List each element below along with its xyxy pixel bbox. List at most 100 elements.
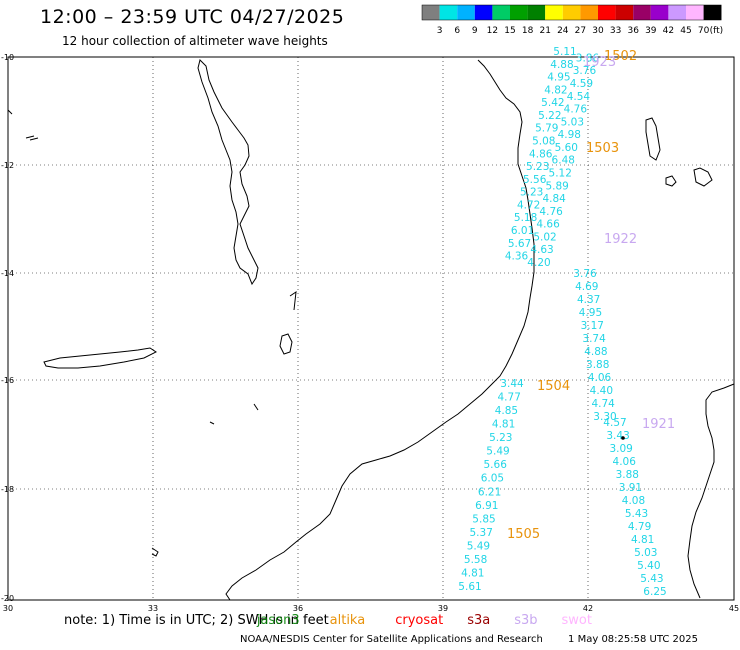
colorbar-tick-label: 24 [557, 26, 569, 36]
wave-height-label: 3.88 [586, 359, 609, 371]
plot-frame [7, 56, 735, 601]
wave-height-label: 5.02 [533, 231, 556, 243]
wave-height-label: 4.54 [567, 91, 591, 103]
colorbar-swatch [703, 5, 722, 20]
madagascar-coast [687, 383, 735, 599]
wave-height-label: 4.88 [550, 59, 573, 71]
wave-height-label: 5.89 [545, 180, 568, 192]
colorbar-tick-label: 12 [487, 26, 498, 36]
lake-malawi [197, 59, 259, 286]
x-tick-label: 30 [3, 604, 13, 613]
colorbar-swatch [492, 5, 510, 20]
wave-height-label: 5.23 [520, 187, 543, 199]
wave-height-label: 4.95 [547, 72, 570, 84]
colorbar-tick-label: 15 [504, 26, 515, 36]
lake-kariba [43, 347, 157, 369]
wave-height-label: 6.48 [552, 155, 575, 167]
colorbar-border [421, 4, 722, 21]
wave-height-label: 5.03 [634, 547, 657, 559]
wave-height-label: 4.84 [542, 193, 566, 205]
colorbar-swatch [668, 5, 686, 20]
colorbar-swatch [422, 5, 440, 20]
track-pass-label: 1505 [507, 527, 540, 542]
colorbar-tick-label: 3 [437, 26, 443, 36]
y-tick-label: -12 [1, 161, 14, 170]
wave-height-label: 5.08 [532, 136, 555, 148]
wave-height-label: 6.05 [481, 473, 504, 485]
footer-credit: NOAA/NESDIS Center for Satellite Applica… [240, 634, 543, 645]
wave-height-label: 5.23 [489, 432, 512, 444]
wave-height-label: 4.86 [529, 148, 553, 160]
wave-height-label: 4.08 [622, 495, 645, 507]
colorbar-tick-label: 42 [663, 26, 674, 36]
legend-jason3: jason3 [256, 613, 300, 628]
colorbar-tick-label: 70 [698, 26, 710, 36]
wave-height-label: 5.67 [508, 238, 531, 250]
wave-height-label: 4.95 [579, 307, 602, 319]
colorbar-swatch [686, 5, 704, 20]
colorbar-swatch [598, 5, 616, 20]
track-pass-label: 1502 [604, 49, 637, 64]
grande-comore [645, 117, 661, 161]
note-prefix: note: 1) Time is in UTC; 2) SWH is in fe… [64, 613, 329, 628]
colorbar-swatch [545, 5, 563, 20]
wave-height-label: 3.76 [573, 268, 597, 280]
wave-height-label: 4.85 [495, 405, 518, 417]
colorbar-swatch [580, 5, 598, 20]
wave-height-label: 5.37 [470, 527, 493, 539]
colorbar-swatch [474, 5, 493, 20]
wave-height-label: 5.61 [458, 581, 481, 593]
colorbar-swatch [527, 5, 546, 20]
colorbar-swatch [439, 5, 458, 20]
wave-height-label: 3.17 [581, 320, 604, 332]
colorbar-swatch [615, 5, 634, 20]
color-scale-legend: 3 6 9 12 15 18 21 24 27 30 33 36 39 42 45 70 (ft) [421, 4, 723, 36]
island-dot [621, 436, 625, 440]
wave-height-label: 3.91 [619, 482, 642, 494]
wave-height-label: 6.25 [643, 586, 666, 598]
wave-height-label: 4.37 [577, 294, 600, 306]
wave-height-label: 4.81 [631, 534, 654, 546]
wave-height-label: 5.03 [561, 116, 584, 128]
lake-chilwa [279, 333, 293, 355]
page-subtitle: 12 hour collection of altimeter wave hei… [62, 34, 328, 48]
footer-timestamp: 1 May 08:25:58 UTC 2025 [568, 634, 698, 645]
wave-height-label: 4.98 [558, 129, 581, 141]
altimeter-tracks: 5.113.864.883.764.954.594.824.545.424.76… [458, 46, 675, 598]
track-pass-label: 1504 [537, 379, 570, 394]
y-tick-label: -14 [1, 269, 14, 278]
wave-height-label: 5.40 [637, 560, 660, 572]
colorbar-tick-label: 30 [592, 26, 604, 36]
legend-s3a: s3a [467, 613, 491, 628]
wave-height-label: 6.21 [478, 486, 501, 498]
wave-height-label: 3.43 [606, 430, 629, 442]
wave-height-label: 4.74 [591, 398, 615, 410]
wave-height-label: 4.40 [590, 385, 613, 397]
colorbar-tick-label: 39 [645, 26, 657, 36]
wave-height-label: 5.49 [486, 446, 509, 458]
wave-height-label: 5.58 [464, 554, 487, 566]
coastline [7, 59, 735, 601]
wave-height-label: 4.20 [527, 257, 550, 269]
y-tick-label: -10 [1, 53, 14, 62]
wave-height-label: 4.66 [536, 219, 560, 231]
wave-height-label: 4.82 [544, 84, 567, 96]
wave-height-label: 5.23 [526, 161, 549, 173]
wave-height-label: 5.85 [472, 513, 495, 525]
wave-height-label: 4.57 [603, 417, 626, 429]
wave-height-label: 5.11 [553, 46, 576, 58]
wave-height-label: 5.43 [625, 508, 648, 520]
wave-height-label: 4.76 [564, 104, 588, 116]
wave-height-label: 5.22 [538, 110, 561, 122]
colorbar-tick-label: 21 [539, 26, 550, 36]
anjouan [693, 167, 713, 187]
wave-height-label: 6.91 [475, 500, 498, 512]
colorbar-tick-label: 18 [522, 26, 534, 36]
wave-height-label: 4.59 [570, 78, 593, 90]
wave-height-label: 5.12 [549, 167, 572, 179]
grid-lines [8, 57, 734, 600]
x-tick-label: 39 [438, 604, 448, 613]
track-pass-label: 1922 [604, 232, 637, 247]
colorbar-swatch [650, 5, 669, 20]
